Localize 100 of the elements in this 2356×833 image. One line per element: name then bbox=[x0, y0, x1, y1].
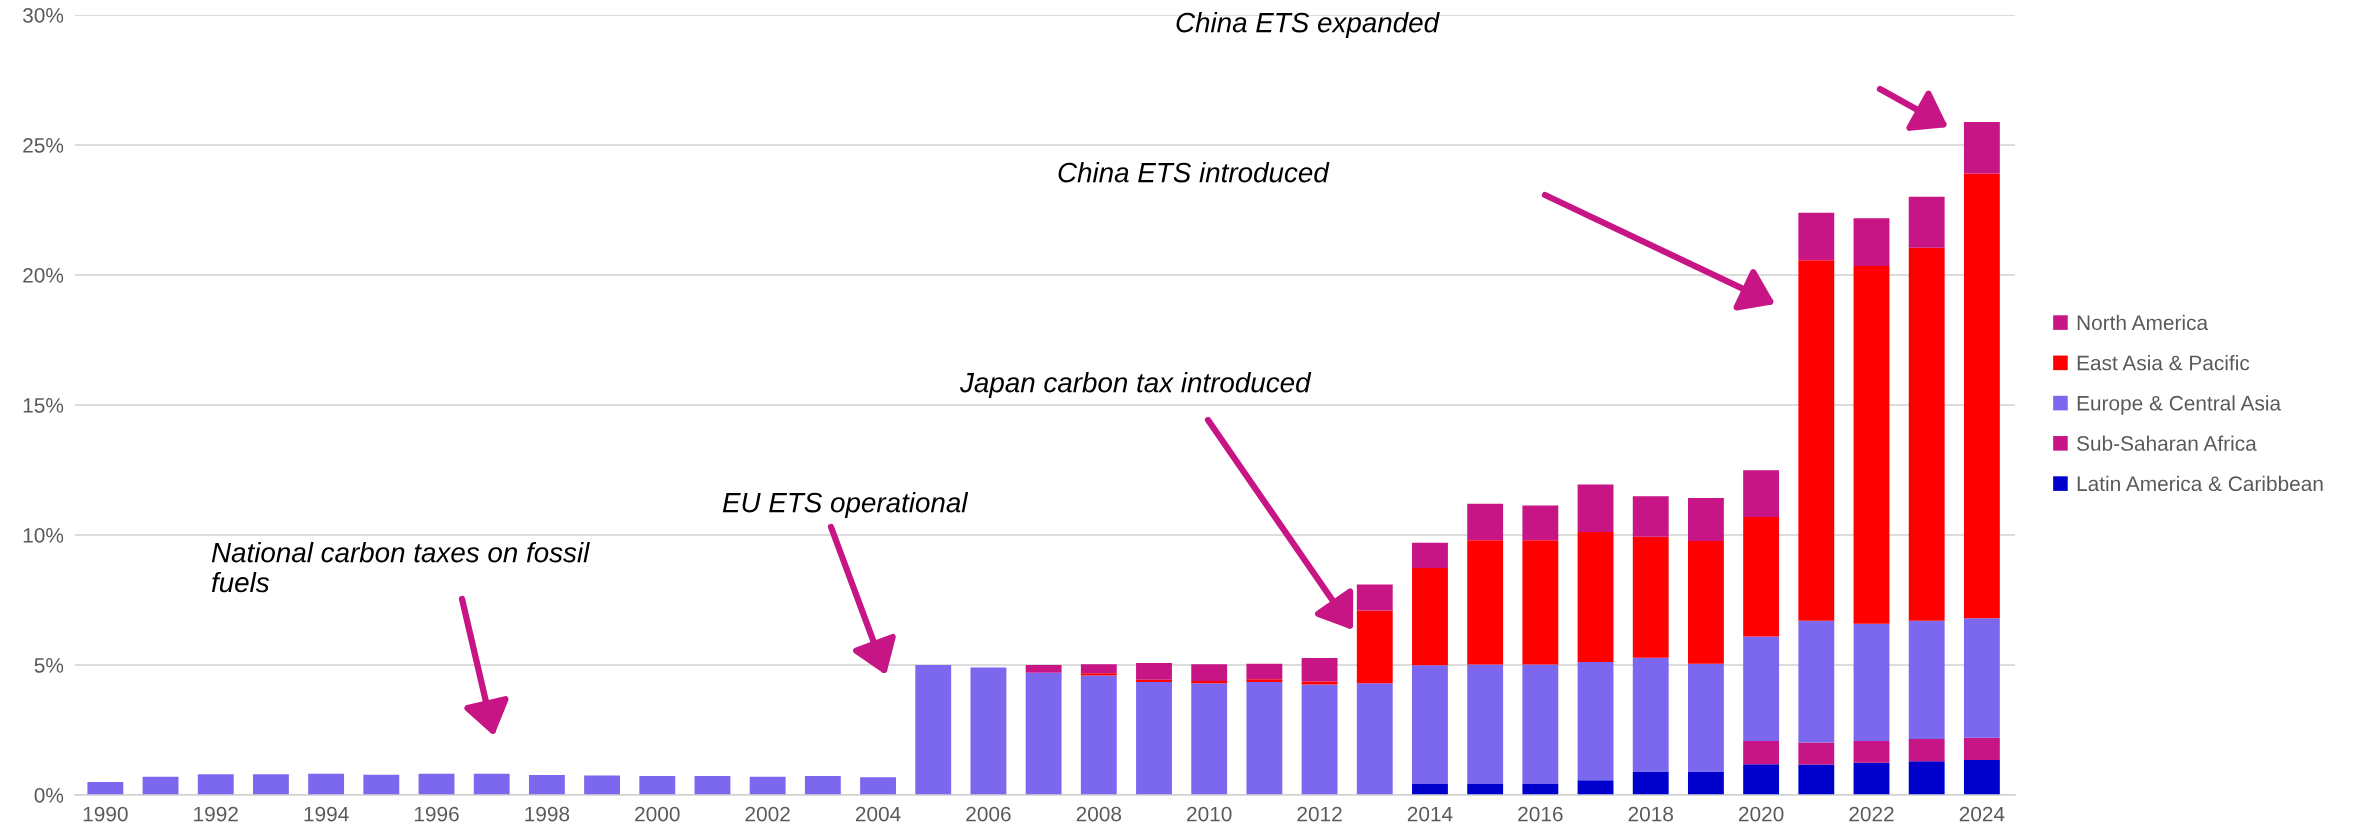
x-tick-label: 1990 bbox=[83, 806, 128, 822]
legend-label: Europe & Central Asia bbox=[2077, 395, 2282, 415]
bar bbox=[584, 775, 621, 795]
bar bbox=[1632, 496, 1669, 537]
bar bbox=[1522, 540, 1559, 665]
bar bbox=[1908, 247, 1945, 621]
bar bbox=[1025, 665, 1062, 673]
bar bbox=[528, 774, 565, 795]
bar bbox=[1743, 764, 1780, 795]
bar bbox=[1467, 784, 1504, 795]
x-tick-label: 1992 bbox=[194, 806, 238, 822]
bar bbox=[1136, 681, 1172, 795]
bar bbox=[1467, 540, 1504, 665]
bar bbox=[1798, 260, 1835, 621]
bar bbox=[1743, 517, 1780, 637]
bar bbox=[1246, 663, 1283, 680]
annotation: China ETS introduced bbox=[1058, 162, 1330, 183]
bar bbox=[639, 776, 676, 795]
bar bbox=[1798, 764, 1835, 795]
bar bbox=[1191, 664, 1228, 682]
legend-label: North America bbox=[2077, 314, 2209, 331]
bar bbox=[694, 776, 731, 795]
y-tick-label: 15% bbox=[23, 398, 64, 413]
bar bbox=[915, 665, 952, 795]
x-tick-label: 2004 bbox=[855, 806, 901, 822]
bar bbox=[749, 776, 786, 795]
bar bbox=[1467, 664, 1504, 785]
y-tick-label: 5% bbox=[34, 658, 64, 673]
bar bbox=[1577, 484, 1614, 532]
bar bbox=[804, 776, 841, 795]
bar bbox=[1687, 498, 1724, 541]
bar bbox=[1191, 681, 1228, 684]
bar bbox=[1467, 503, 1504, 541]
annotation: Japan carbon tax introduced bbox=[959, 372, 1312, 398]
bar bbox=[1798, 742, 1835, 765]
bar bbox=[418, 773, 455, 795]
x-tick-label: 2012 bbox=[1297, 806, 1342, 822]
bar bbox=[1743, 470, 1780, 518]
bar bbox=[1908, 620, 1945, 740]
x-tick-label: 2014 bbox=[1407, 806, 1453, 822]
bar bbox=[1798, 212, 1835, 261]
bar bbox=[1963, 737, 2000, 760]
bar bbox=[1908, 761, 1945, 795]
bar bbox=[1246, 681, 1283, 795]
bar bbox=[1356, 610, 1393, 684]
bar bbox=[860, 777, 896, 795]
bar bbox=[970, 667, 1007, 795]
bar bbox=[1301, 684, 1338, 795]
legend-label: East Asia & Pacific bbox=[2077, 355, 2250, 371]
bar bbox=[197, 774, 234, 795]
bar bbox=[1412, 665, 1448, 785]
x-tick-label: 2016 bbox=[1518, 806, 1563, 822]
x-tick-label: 2022 bbox=[1849, 806, 1894, 822]
bar bbox=[1908, 739, 1945, 762]
bar bbox=[1687, 771, 1724, 795]
x-tick-label: 1994 bbox=[304, 806, 349, 822]
bar bbox=[1412, 568, 1448, 666]
bar bbox=[1963, 618, 2000, 738]
bar bbox=[363, 774, 400, 795]
annotation: EU ETS operational bbox=[722, 492, 969, 518]
bar bbox=[1577, 661, 1614, 781]
bar bbox=[1632, 536, 1669, 658]
bar bbox=[1853, 762, 1890, 795]
bar bbox=[1301, 681, 1338, 685]
bar bbox=[1687, 540, 1724, 664]
x-tick-label: 2024 bbox=[1959, 806, 2005, 822]
bar bbox=[1853, 623, 1890, 741]
bar bbox=[1522, 664, 1559, 785]
y-tick-label: 10% bbox=[23, 528, 64, 543]
bar bbox=[1963, 759, 2000, 795]
bar bbox=[1853, 218, 1890, 266]
bar bbox=[1577, 531, 1614, 662]
x-tick-label: 2008 bbox=[1076, 806, 1122, 822]
x-tick-label: 2006 bbox=[966, 806, 1011, 822]
annotation: China ETS expanded bbox=[1176, 12, 1440, 38]
bar bbox=[1853, 740, 1890, 763]
bar bbox=[1301, 657, 1338, 682]
bar bbox=[1136, 679, 1172, 682]
bar bbox=[1632, 771, 1669, 795]
bar bbox=[1798, 620, 1835, 743]
bar bbox=[1963, 173, 2000, 619]
bar bbox=[1025, 672, 1062, 795]
bar bbox=[1191, 683, 1228, 795]
x-tick-label: 2002 bbox=[745, 806, 790, 822]
bar bbox=[1080, 673, 1117, 676]
bar bbox=[252, 774, 289, 795]
bar bbox=[1963, 122, 2000, 174]
bar bbox=[1522, 505, 1559, 541]
bar bbox=[1522, 784, 1559, 795]
y-tick-label: 25% bbox=[23, 138, 64, 153]
bar bbox=[1743, 740, 1780, 765]
x-tick-label: 2020 bbox=[1738, 806, 1784, 822]
bar bbox=[1412, 784, 1448, 795]
bar bbox=[1080, 664, 1117, 674]
y-tick-label: 30% bbox=[22, 8, 64, 23]
bar bbox=[142, 776, 179, 795]
bar bbox=[87, 782, 124, 795]
y-tick-label: 20% bbox=[23, 268, 64, 283]
bar bbox=[1577, 780, 1614, 795]
bar bbox=[1853, 265, 1890, 624]
